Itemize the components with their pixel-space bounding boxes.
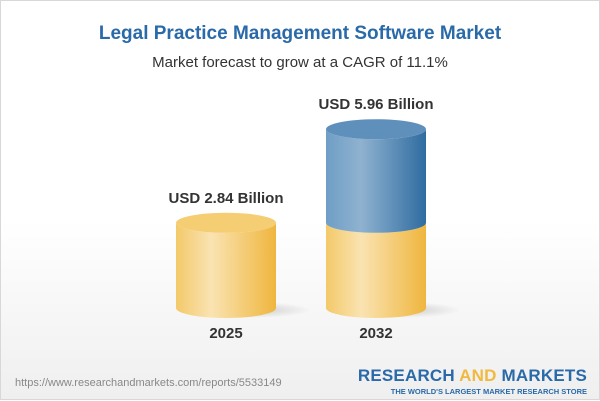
cylinder-top	[176, 212, 276, 233]
cylinder-top	[326, 119, 426, 140]
data-label: USD 5.96 Billion	[318, 96, 433, 113]
bar-base-segment-2032	[326, 222, 426, 318]
data-label: USD 2.84 Billion	[168, 190, 283, 207]
chart-title: Legal Practice Management Software Marke…	[98, 23, 502, 44]
logo-tagline: THE WORLD'S LARGEST MARKET RESEARCH STOR…	[390, 387, 587, 396]
category-label: 2025	[209, 325, 242, 342]
bar-growth-segment-2032	[326, 129, 426, 233]
research-and-markets-logo: RESEARCH AND MARKETS THE WORLD'S LARGEST…	[357, 366, 587, 396]
category-label: 2032	[359, 325, 392, 342]
chart-subtitle: Market forecast to grow at a CAGR of 11.…	[152, 54, 448, 71]
source-url[interactable]: https://www.researchandmarkets.com/repor…	[15, 377, 282, 389]
bar-2025	[176, 222, 276, 318]
